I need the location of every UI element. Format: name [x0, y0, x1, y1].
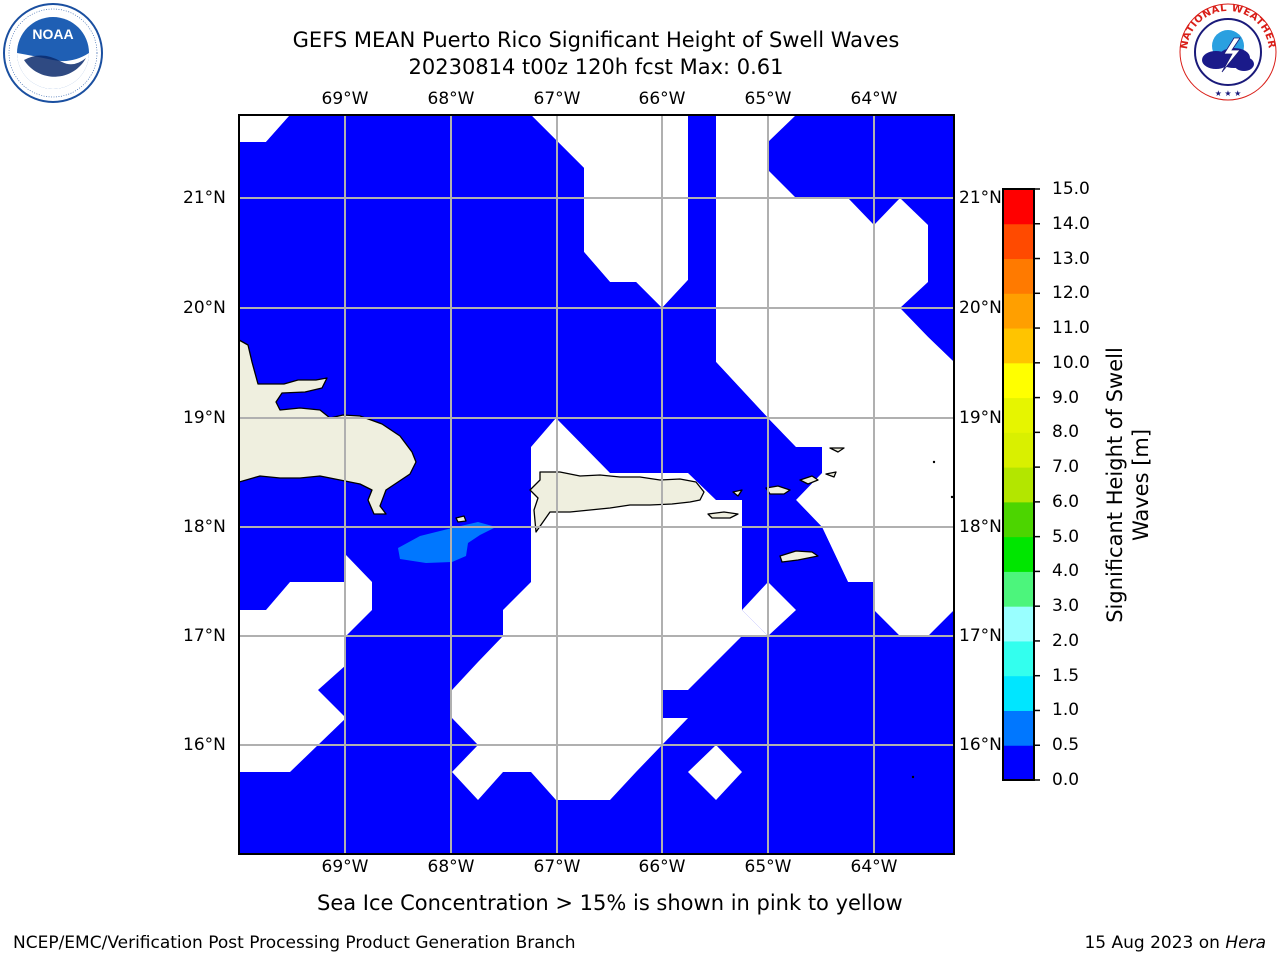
colorbar-bin — [1003, 223, 1034, 260]
lon-tick-label-bottom: 69°W — [321, 857, 369, 877]
lat-tick-label-right: 18°N — [959, 517, 1002, 537]
colorbar-frame — [1002, 188, 1035, 781]
lat-tick-label-left: 19°N — [183, 408, 226, 428]
colorbar-bin — [1003, 258, 1034, 294]
colorbar-bin — [1003, 328, 1034, 364]
lat-tick-label-right: 20°N — [959, 298, 1002, 318]
lat-tick-label-left: 17°N — [183, 626, 226, 646]
lat-tick-label-right: 16°N — [959, 735, 1002, 755]
colorbar-tick-label: 9.0 — [1052, 387, 1080, 408]
lon-tick-label-top: 67°W — [533, 89, 581, 109]
colorbar-tick-label: 8.0 — [1052, 422, 1080, 443]
colorbar-bin — [1003, 362, 1034, 399]
no-data-holes — [239, 308, 954, 800]
colorbar-bin — [1003, 675, 1034, 711]
colorbar-title-line2: Waves [m] — [1129, 428, 1153, 542]
puerto-rico-land — [529, 471, 705, 533]
colorbar-bin — [1003, 710, 1034, 746]
lat-tick-label-right: 19°N — [959, 408, 1002, 428]
colorbar-tick-label: 4.0 — [1052, 561, 1080, 582]
lon-tick-label-bottom: 67°W — [533, 857, 581, 877]
colorbar-tick-label: 7.0 — [1052, 457, 1080, 478]
lat-tick-label-left: 18°N — [183, 517, 226, 537]
colorbar-tick-label: 11.0 — [1052, 318, 1090, 339]
colorbar-bin — [1003, 745, 1034, 781]
chart-subtitle: 20230814 t00z 120h fcst Max: 0.61 — [408, 55, 784, 79]
colorbar-tick-label: 2.0 — [1052, 630, 1080, 651]
colorbar-tick-label: 0.0 — [1052, 770, 1080, 790]
lat-tick-label-left: 16°N — [183, 735, 226, 755]
colorbar-tick-label: 1.5 — [1052, 665, 1080, 686]
colorbar-tick-label: 3.0 — [1052, 596, 1080, 617]
lon-tick-label-top: 66°W — [638, 89, 686, 109]
colorbar-tick-label: 6.0 — [1052, 491, 1080, 512]
lon-tick-label-top: 69°W — [321, 89, 369, 109]
colorbar-tick-label: 1.0 — [1052, 700, 1080, 721]
colorbar-bin — [1003, 432, 1034, 468]
colorbar-bin — [1003, 467, 1034, 503]
colorbar-tick-label: 10.0 — [1052, 352, 1090, 373]
colorbar-tick-label: 5.0 — [1052, 526, 1080, 547]
lat-tick-label-left: 21°N — [183, 188, 226, 208]
mona-island — [455, 515, 467, 523]
colorbar-tick-label: 12.0 — [1052, 283, 1090, 304]
colorbar-bin — [1003, 189, 1034, 225]
noaa-logo-icon: NOAA — [3, 3, 103, 103]
colorbar-tick-label: 14.0 — [1052, 213, 1090, 234]
swell-region-0.5-1m — [398, 522, 496, 563]
colorbar-bin — [1003, 293, 1034, 329]
lat-tick-label-left: 20°N — [183, 298, 226, 318]
colorbar-bin — [1003, 606, 1034, 642]
colorbar — [1003, 189, 1034, 781]
colorbar-title-line1: Significant Height of Swell — [1103, 347, 1127, 623]
swell-region-west — [239, 308, 266, 362]
lon-tick-label-top: 68°W — [427, 89, 475, 109]
colorbar-bin — [1003, 501, 1034, 538]
land — [239, 339, 845, 563]
lat-tick-label-right: 17°N — [959, 626, 1002, 646]
colorbar-tick-label: 0.5 — [1052, 735, 1080, 756]
virgin-islands — [732, 447, 845, 497]
svg-text:★ ★ ★: ★ ★ ★ — [1215, 89, 1242, 98]
colorbar-bin — [1003, 536, 1034, 572]
colorbar-tick-label: 13.0 — [1052, 248, 1090, 269]
map-area — [239, 115, 954, 854]
st-croix-island — [779, 550, 819, 563]
chart-title: GEFS MEAN Puerto Rico Significant Height… — [292, 28, 900, 52]
nws-logo-icon: NATIONAL WEATHER SERVICE ★ ★ ★ — [1178, 2, 1277, 101]
swell-region-ne — [768, 115, 954, 362]
lon-tick-label-top: 65°W — [744, 89, 792, 109]
colorbar-tick-label: 15.0 — [1052, 179, 1090, 199]
map-frame — [238, 114, 955, 855]
lon-tick-label-top: 64°W — [850, 89, 898, 109]
footer-host: Hera — [1225, 933, 1266, 953]
colorbar-title: Significant Height of Swell Waves [m] — [1102, 347, 1154, 623]
lon-tick-label-bottom: 64°W — [850, 857, 898, 877]
lon-tick-label-bottom: 65°W — [744, 857, 792, 877]
lon-tick-label-bottom: 66°W — [638, 857, 686, 877]
colorbar-bin — [1003, 640, 1034, 677]
hispaniola-land — [239, 339, 417, 515]
footer-date-text: 15 Aug 2023 on — [1084, 933, 1226, 953]
vieques-island — [707, 511, 739, 519]
colorbar-bin — [1003, 571, 1034, 607]
colorbar-bin — [1003, 397, 1034, 433]
lat-tick-label-right: 21°N — [959, 188, 1002, 208]
lon-tick-label-bottom: 68°W — [427, 857, 475, 877]
sea-ice-note: Sea Ice Concentration > 15% is shown in … — [317, 891, 903, 915]
map-grid — [239, 115, 954, 854]
noaa-logo-text: NOAA — [32, 26, 73, 42]
footer-date: 15 Aug 2023 on Hera — [1084, 932, 1266, 954]
footer-credit: NCEP/EMC/Verification Post Processing Pr… — [13, 933, 576, 953]
